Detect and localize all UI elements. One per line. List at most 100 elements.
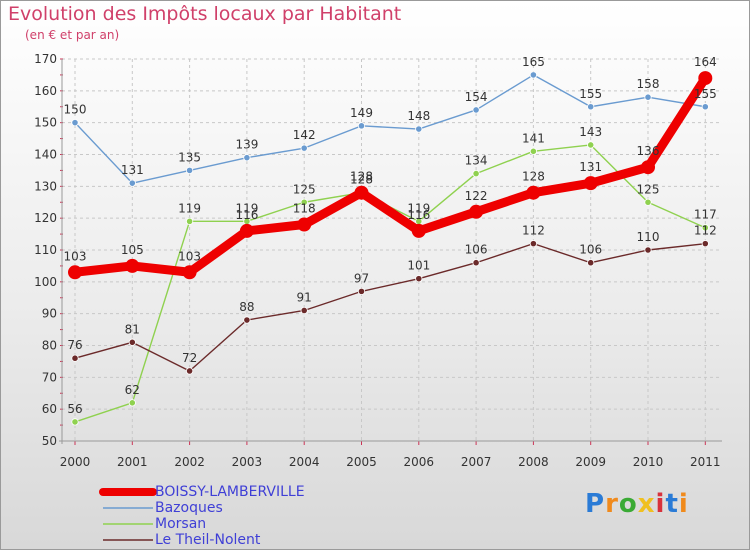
data-label-le-theil-nolent: 81: [125, 322, 140, 336]
data-point-morsan: [186, 217, 194, 225]
data-point-le-theil-nolent: [128, 338, 136, 346]
x-tick-label: 2003: [232, 455, 263, 469]
y-tick-label: 160: [34, 84, 57, 98]
data-point-morsan: [472, 170, 480, 178]
data-point-le-theil-nolent: [186, 367, 194, 375]
series-line-le-theil-nolent: [74, 242, 706, 372]
data-label-le-theil-nolent: 88: [239, 300, 254, 314]
data-point-morsan: [701, 224, 709, 232]
y-tick-label: 150: [34, 116, 57, 130]
data-label-bazoques: 131: [121, 163, 144, 177]
chart-title: Evolution des Impôts locaux par Habitant: [8, 3, 402, 25]
x-tick-label: 2000: [60, 455, 91, 469]
x-tick-label: 2005: [346, 455, 377, 469]
y-tick-label: 120: [34, 211, 57, 225]
data-label-boissy-lamberville: 105: [121, 243, 144, 257]
data-point-bazoques: [701, 103, 709, 111]
data-label-boissy-lamberville: 103: [64, 249, 87, 263]
data-label-le-theil-nolent: 91: [297, 290, 312, 304]
data-point-boissy-lamberville: [354, 185, 369, 200]
data-point-morsan: [587, 141, 595, 149]
y-tick-label: 70: [42, 370, 57, 384]
data-point-boissy-lamberville: [125, 258, 140, 273]
data-label-morsan: 119: [235, 201, 258, 215]
data-point-morsan: [128, 399, 136, 407]
data-label-le-theil-nolent: 112: [694, 224, 717, 238]
data-label-boissy-lamberville: 136: [637, 144, 660, 158]
y-tick-label: 60: [42, 402, 57, 416]
x-tick-label: 2010: [633, 455, 664, 469]
x-tick-label: 2006: [404, 455, 435, 469]
data-point-le-theil-nolent: [587, 259, 595, 267]
y-tick-label: 50: [42, 434, 57, 448]
data-point-bazoques: [587, 103, 595, 111]
data-label-le-theil-nolent: 97: [354, 271, 369, 285]
data-point-le-theil-nolent: [644, 246, 652, 254]
legend-label-boissy: BOISSY-LAMBERVILLE: [155, 484, 305, 500]
data-point-boissy-lamberville: [182, 265, 197, 280]
data-label-morsan: 141: [522, 131, 545, 145]
logo-letter: o: [618, 489, 638, 519]
data-label-le-theil-nolent: 110: [637, 230, 660, 244]
data-point-bazoques: [128, 179, 136, 187]
data-label-boissy-lamberville: 118: [293, 202, 316, 216]
data-label-le-theil-nolent: 106: [465, 243, 488, 257]
data-point-bazoques: [472, 106, 480, 114]
data-point-bazoques: [300, 144, 308, 152]
data-point-le-theil-nolent: [701, 240, 709, 248]
data-label-boissy-lamberville: 122: [465, 189, 488, 203]
logo-letter: x: [637, 489, 656, 519]
data-label-bazoques: 135: [178, 150, 201, 164]
data-label-morsan: 134: [465, 154, 488, 168]
data-point-boissy-lamberville: [526, 185, 541, 200]
x-tick-label: 2008: [518, 455, 549, 469]
data-point-le-theil-nolent: [71, 354, 79, 362]
data-label-morsan: 128: [350, 173, 373, 187]
data-label-le-theil-nolent: 112: [522, 224, 545, 238]
data-label-bazoques: 142: [293, 128, 316, 142]
data-point-bazoques: [357, 122, 366, 130]
data-point-morsan: [529, 147, 538, 155]
data-point-boissy-lamberville: [698, 71, 713, 86]
y-tick-label: 130: [34, 179, 57, 193]
data-label-morsan: 56: [67, 402, 82, 416]
y-tick-label: 110: [34, 243, 57, 257]
logo-letter: i: [655, 489, 666, 519]
data-label-bazoques: 139: [235, 138, 258, 152]
x-tick-label: 2004: [289, 455, 320, 469]
y-tick-label: 140: [34, 148, 57, 162]
data-point-le-theil-nolent: [472, 259, 480, 267]
data-point-boissy-lamberville: [68, 265, 82, 280]
logo-letter: r: [605, 489, 619, 519]
data-label-boissy-lamberville: 103: [178, 249, 201, 263]
data-label-le-theil-nolent: 72: [182, 351, 197, 365]
data-label-boissy-lamberville: 128: [350, 170, 373, 184]
data-label-morsan: 119: [178, 201, 201, 215]
legend-label-morsan: Morsan: [155, 516, 207, 532]
data-point-boissy-lamberville: [583, 176, 598, 191]
data-point-boissy-lamberville: [297, 217, 312, 232]
series-line-boissy-lamberville: [70, 73, 710, 277]
data-point-le-theil-nolent: [300, 306, 308, 315]
data-label-boissy-lamberville: 164: [694, 55, 717, 69]
data-point-boissy-lamberville: [239, 223, 254, 238]
data-label-morsan: 117: [694, 208, 717, 222]
data-point-le-theil-nolent: [357, 287, 366, 295]
data-point-bazoques: [529, 71, 538, 79]
data-label-morsan: 125: [293, 182, 316, 196]
data-point-bazoques: [644, 93, 652, 101]
data-point-le-theil-nolent: [415, 275, 423, 283]
legend-label-bazoques: Bazoques: [155, 500, 223, 516]
data-point-morsan: [644, 198, 652, 206]
x-tick-label: 2007: [461, 455, 492, 469]
data-label-morsan: 119: [407, 201, 430, 215]
data-label-bazoques: 155: [579, 87, 602, 101]
data-point-bazoques: [243, 154, 251, 162]
series-line-bazoques: [74, 74, 706, 184]
data-point-le-theil-nolent: [243, 316, 251, 324]
data-point-boissy-lamberville: [641, 160, 655, 175]
data-label-le-theil-nolent: 101: [407, 259, 430, 273]
logo-letter: P: [585, 489, 606, 519]
x-tick-label: 2011: [690, 455, 721, 469]
